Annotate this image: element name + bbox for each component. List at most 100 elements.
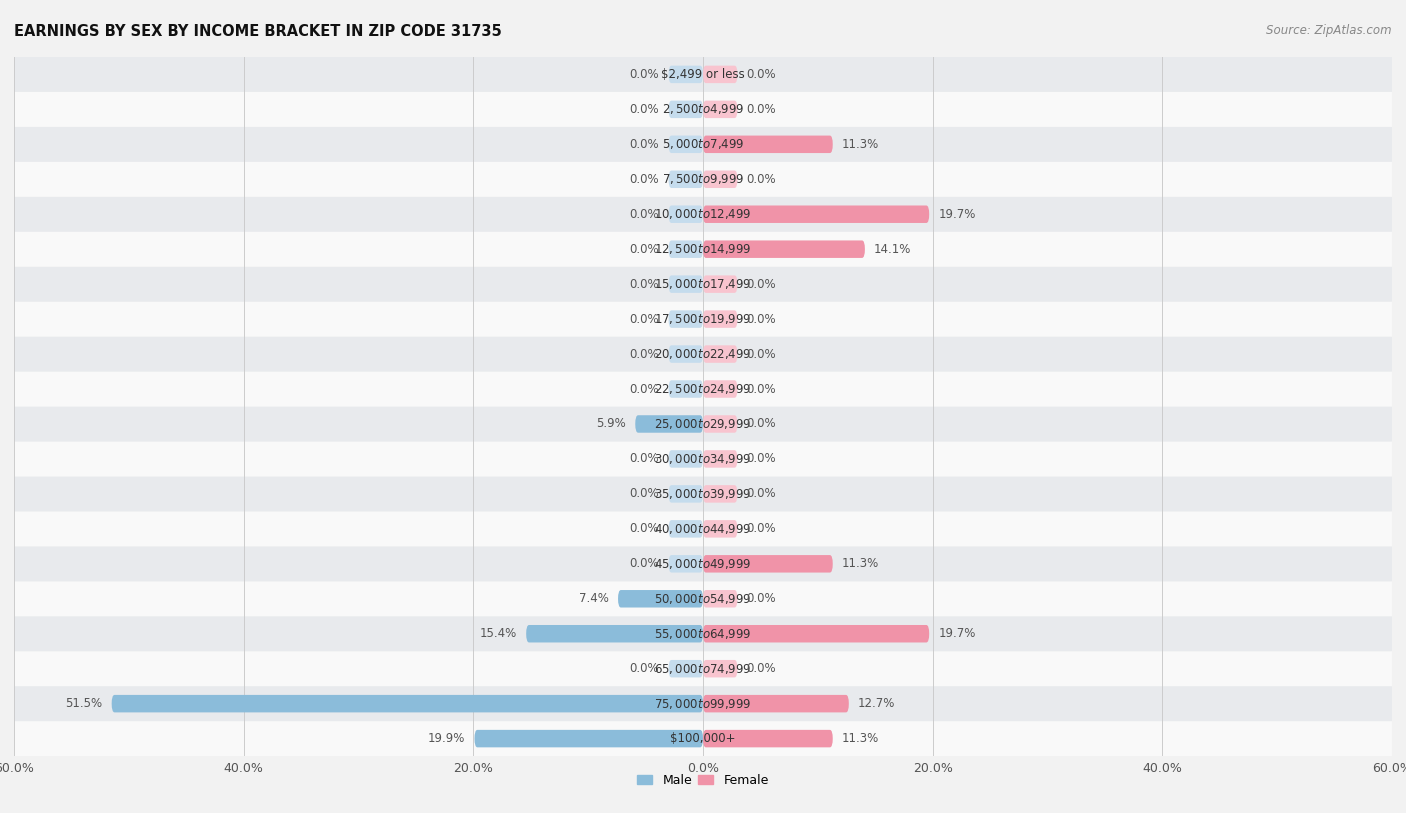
FancyBboxPatch shape <box>111 695 703 712</box>
FancyBboxPatch shape <box>14 686 1392 721</box>
Text: $12,500 to $14,999: $12,500 to $14,999 <box>654 242 752 256</box>
Text: 11.3%: 11.3% <box>842 558 879 570</box>
Text: 0.0%: 0.0% <box>630 173 659 185</box>
Text: 11.3%: 11.3% <box>842 138 879 150</box>
FancyBboxPatch shape <box>636 415 703 433</box>
Text: 0.0%: 0.0% <box>747 663 776 675</box>
Text: $7,500 to $9,999: $7,500 to $9,999 <box>662 172 744 186</box>
Text: 0.0%: 0.0% <box>630 348 659 360</box>
Text: $2,499 or less: $2,499 or less <box>661 68 745 80</box>
Text: 0.0%: 0.0% <box>630 558 659 570</box>
FancyBboxPatch shape <box>669 520 703 537</box>
Text: 0.0%: 0.0% <box>630 278 659 290</box>
FancyBboxPatch shape <box>703 555 832 572</box>
Text: 14.1%: 14.1% <box>875 243 911 255</box>
Text: 12.7%: 12.7% <box>858 698 896 710</box>
Text: $55,000 to $64,999: $55,000 to $64,999 <box>654 627 752 641</box>
Text: $40,000 to $44,999: $40,000 to $44,999 <box>654 522 752 536</box>
Text: 5.9%: 5.9% <box>596 418 626 430</box>
FancyBboxPatch shape <box>14 511 1392 546</box>
FancyBboxPatch shape <box>669 380 703 398</box>
FancyBboxPatch shape <box>703 520 738 537</box>
Text: 19.7%: 19.7% <box>938 208 976 220</box>
Text: 0.0%: 0.0% <box>747 68 776 80</box>
Legend: Male, Female: Male, Female <box>633 769 773 792</box>
Text: 0.0%: 0.0% <box>630 103 659 115</box>
FancyBboxPatch shape <box>703 485 738 502</box>
Text: 0.0%: 0.0% <box>630 523 659 535</box>
Text: $17,500 to $19,999: $17,500 to $19,999 <box>654 312 752 326</box>
FancyBboxPatch shape <box>14 406 1392 441</box>
Text: $22,500 to $24,999: $22,500 to $24,999 <box>654 382 752 396</box>
FancyBboxPatch shape <box>669 136 703 153</box>
FancyBboxPatch shape <box>14 546 1392 581</box>
Text: 0.0%: 0.0% <box>630 453 659 465</box>
Text: $100,000+: $100,000+ <box>671 733 735 745</box>
FancyBboxPatch shape <box>703 346 738 363</box>
FancyBboxPatch shape <box>526 625 703 642</box>
FancyBboxPatch shape <box>14 651 1392 686</box>
Text: 0.0%: 0.0% <box>630 383 659 395</box>
FancyBboxPatch shape <box>14 197 1392 232</box>
Text: 0.0%: 0.0% <box>747 383 776 395</box>
Text: 7.4%: 7.4% <box>579 593 609 605</box>
FancyBboxPatch shape <box>703 276 738 293</box>
Text: 0.0%: 0.0% <box>747 593 776 605</box>
FancyBboxPatch shape <box>703 660 738 677</box>
Text: 51.5%: 51.5% <box>65 698 103 710</box>
FancyBboxPatch shape <box>14 581 1392 616</box>
FancyBboxPatch shape <box>669 101 703 118</box>
Text: 0.0%: 0.0% <box>747 453 776 465</box>
FancyBboxPatch shape <box>669 485 703 502</box>
FancyBboxPatch shape <box>669 555 703 572</box>
FancyBboxPatch shape <box>669 206 703 223</box>
FancyBboxPatch shape <box>14 616 1392 651</box>
FancyBboxPatch shape <box>14 232 1392 267</box>
FancyBboxPatch shape <box>703 136 832 153</box>
FancyBboxPatch shape <box>703 415 738 433</box>
FancyBboxPatch shape <box>703 695 849 712</box>
Text: 19.7%: 19.7% <box>938 628 976 640</box>
FancyBboxPatch shape <box>14 441 1392 476</box>
FancyBboxPatch shape <box>703 241 865 258</box>
FancyBboxPatch shape <box>703 171 738 188</box>
FancyBboxPatch shape <box>703 101 738 118</box>
Text: 0.0%: 0.0% <box>747 418 776 430</box>
FancyBboxPatch shape <box>703 206 929 223</box>
FancyBboxPatch shape <box>14 57 1392 92</box>
Text: 11.3%: 11.3% <box>842 733 879 745</box>
Text: 0.0%: 0.0% <box>630 243 659 255</box>
FancyBboxPatch shape <box>14 92 1392 127</box>
FancyBboxPatch shape <box>703 66 738 83</box>
Text: 0.0%: 0.0% <box>747 103 776 115</box>
Text: $5,000 to $7,499: $5,000 to $7,499 <box>662 137 744 151</box>
Text: 15.4%: 15.4% <box>479 628 517 640</box>
Text: $2,500 to $4,999: $2,500 to $4,999 <box>662 102 744 116</box>
FancyBboxPatch shape <box>669 276 703 293</box>
FancyBboxPatch shape <box>14 302 1392 337</box>
Text: 19.9%: 19.9% <box>427 733 465 745</box>
Text: $65,000 to $74,999: $65,000 to $74,999 <box>654 662 752 676</box>
Text: $45,000 to $49,999: $45,000 to $49,999 <box>654 557 752 571</box>
Text: $20,000 to $22,499: $20,000 to $22,499 <box>654 347 752 361</box>
FancyBboxPatch shape <box>703 590 738 607</box>
Text: $15,000 to $17,499: $15,000 to $17,499 <box>654 277 752 291</box>
FancyBboxPatch shape <box>14 337 1392 372</box>
FancyBboxPatch shape <box>669 171 703 188</box>
FancyBboxPatch shape <box>669 311 703 328</box>
Text: EARNINGS BY SEX BY INCOME BRACKET IN ZIP CODE 31735: EARNINGS BY SEX BY INCOME BRACKET IN ZIP… <box>14 24 502 39</box>
Text: 0.0%: 0.0% <box>630 208 659 220</box>
FancyBboxPatch shape <box>14 127 1392 162</box>
Text: $35,000 to $39,999: $35,000 to $39,999 <box>654 487 752 501</box>
FancyBboxPatch shape <box>669 241 703 258</box>
FancyBboxPatch shape <box>474 730 703 747</box>
Text: 0.0%: 0.0% <box>630 313 659 325</box>
Text: 0.0%: 0.0% <box>630 663 659 675</box>
Text: 0.0%: 0.0% <box>747 313 776 325</box>
FancyBboxPatch shape <box>703 730 832 747</box>
Text: 0.0%: 0.0% <box>630 138 659 150</box>
FancyBboxPatch shape <box>703 380 738 398</box>
FancyBboxPatch shape <box>703 450 738 467</box>
Text: 0.0%: 0.0% <box>747 488 776 500</box>
FancyBboxPatch shape <box>14 721 1392 756</box>
